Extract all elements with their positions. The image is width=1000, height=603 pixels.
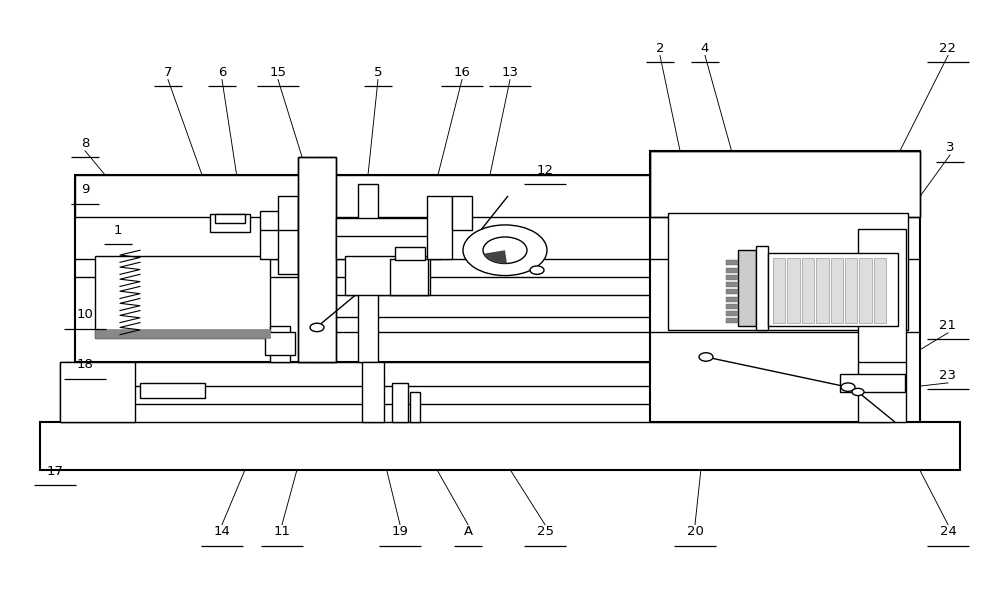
Bar (768, 253, 898, 326)
Bar (60, 362, 890, 422)
Circle shape (699, 353, 713, 361)
Bar (298, 157, 336, 362)
Circle shape (483, 237, 527, 264)
Bar (650, 151, 920, 217)
Bar (410, 392, 420, 422)
Bar (260, 211, 290, 259)
Bar (726, 311, 738, 316)
Bar (315, 175, 675, 217)
Text: 21: 21 (940, 319, 956, 332)
Bar (726, 289, 738, 294)
Text: 17: 17 (46, 465, 64, 478)
Text: 10: 10 (77, 308, 93, 321)
Bar (75, 175, 315, 362)
Text: 13: 13 (502, 66, 518, 79)
Bar (726, 268, 738, 273)
Bar (726, 260, 738, 265)
Bar (845, 258, 857, 323)
Circle shape (530, 266, 544, 274)
Bar (738, 250, 756, 326)
Text: 20: 20 (687, 525, 703, 538)
Text: 6: 6 (218, 66, 226, 79)
Text: 23: 23 (940, 368, 956, 382)
Bar (858, 229, 906, 422)
Bar (298, 157, 336, 362)
Bar (390, 259, 428, 295)
Bar (140, 383, 205, 398)
Bar (315, 175, 675, 362)
Bar (726, 275, 738, 280)
Text: 11: 11 (274, 525, 290, 538)
Bar (874, 258, 886, 323)
Bar (210, 214, 250, 232)
Bar (215, 214, 245, 223)
Text: 3: 3 (946, 141, 954, 154)
Bar (336, 218, 441, 259)
Bar (452, 196, 472, 230)
Text: 14: 14 (214, 525, 230, 538)
Text: 8: 8 (81, 137, 89, 150)
Bar (362, 362, 384, 422)
Circle shape (463, 225, 547, 276)
Bar (756, 246, 768, 330)
Text: 16: 16 (454, 66, 470, 79)
Bar (726, 282, 738, 287)
Bar (395, 247, 425, 260)
Text: 4: 4 (701, 42, 709, 55)
Text: 12: 12 (536, 163, 554, 177)
Bar (816, 258, 828, 323)
Bar (270, 326, 290, 362)
Text: 2: 2 (656, 42, 664, 55)
Text: 15: 15 (270, 66, 287, 79)
Circle shape (841, 383, 855, 391)
Text: A: A (463, 525, 473, 538)
Bar (726, 304, 738, 309)
Bar (726, 318, 738, 323)
Bar (278, 196, 298, 274)
Bar (95, 329, 270, 338)
Bar (60, 362, 135, 422)
Bar (75, 175, 315, 217)
Bar (773, 258, 785, 323)
Bar (392, 383, 408, 422)
Bar (830, 258, 843, 323)
Text: 9: 9 (81, 183, 89, 197)
Text: 19: 19 (392, 525, 408, 538)
Bar (668, 213, 908, 330)
Bar (650, 151, 920, 422)
Bar (345, 256, 430, 295)
Wedge shape (484, 250, 507, 264)
Bar (40, 422, 960, 470)
Text: 1: 1 (114, 224, 122, 237)
Bar (840, 374, 905, 392)
Bar (802, 258, 814, 323)
Bar (95, 256, 270, 338)
Bar (650, 151, 920, 217)
Bar (358, 184, 378, 362)
Bar (265, 332, 295, 355)
Bar (787, 258, 800, 323)
Bar (427, 196, 452, 259)
Text: 18: 18 (77, 358, 93, 371)
Text: 7: 7 (164, 66, 172, 79)
Circle shape (310, 323, 324, 332)
Text: 24: 24 (940, 525, 956, 538)
Bar (726, 297, 738, 302)
Text: 25: 25 (536, 525, 554, 538)
Bar (859, 258, 872, 323)
Text: 22: 22 (940, 42, 956, 55)
Text: 5: 5 (374, 66, 382, 79)
Circle shape (852, 388, 864, 396)
